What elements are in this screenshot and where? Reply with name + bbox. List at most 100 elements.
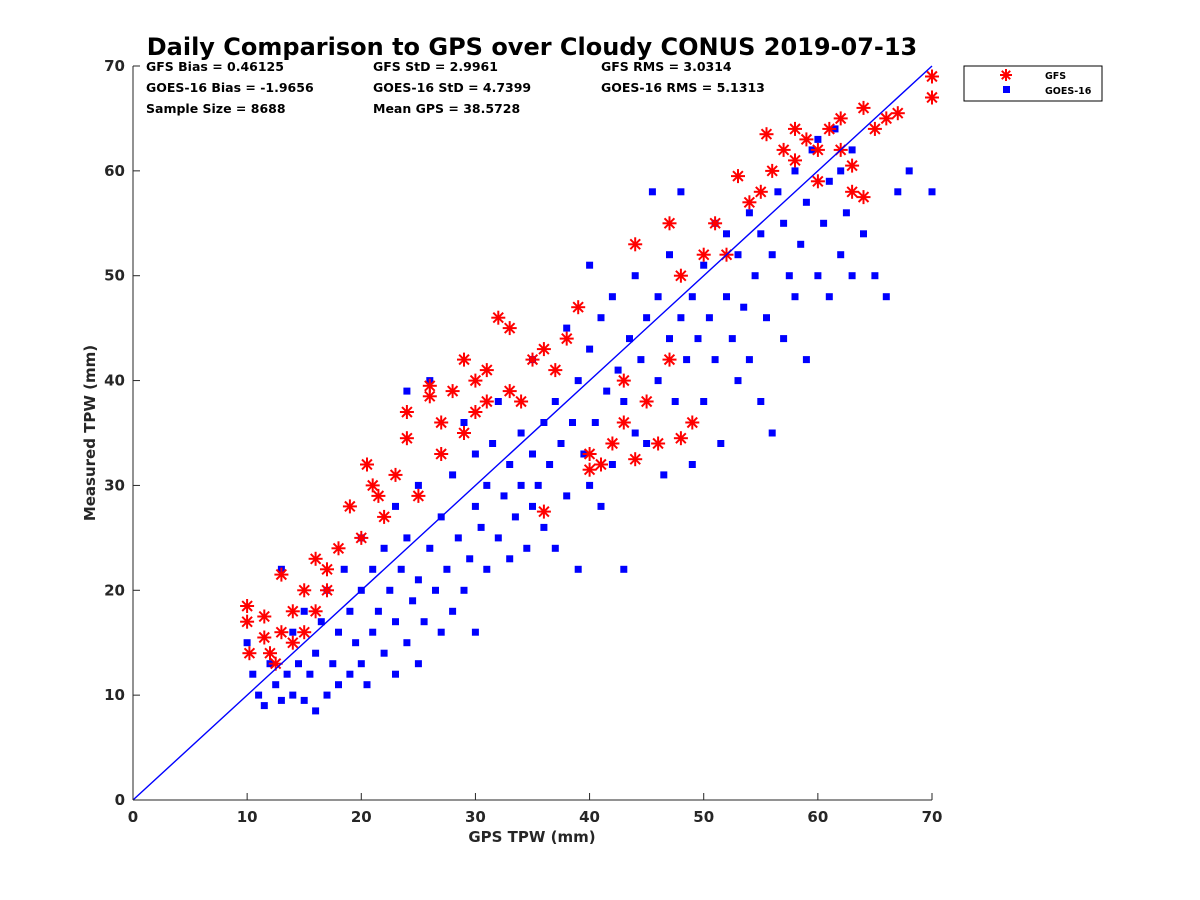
goes16-point — [603, 387, 611, 395]
goes16-point — [597, 314, 605, 322]
goes16-point — [494, 398, 502, 405]
goes16-point — [905, 167, 913, 175]
gfs-point — [536, 504, 551, 519]
goes16-point — [369, 565, 377, 573]
gfs-point — [411, 488, 426, 503]
gfs-point — [856, 190, 871, 205]
gfs-point — [514, 394, 529, 409]
goes16-point — [306, 670, 314, 678]
goes16-point — [677, 314, 685, 322]
goes16-point — [357, 660, 365, 668]
goes16-point — [797, 240, 805, 248]
goes16-point — [289, 628, 297, 636]
goes16-point — [757, 230, 765, 238]
goes16-point — [483, 481, 491, 489]
goes16-point — [802, 198, 810, 206]
goes16-point — [392, 502, 399, 510]
gfs-point — [582, 447, 597, 461]
goes16-point — [842, 209, 850, 217]
gfs-point — [536, 342, 551, 357]
stat-goes-rms: GOES-16 RMS = 5.1313 — [601, 80, 765, 95]
goes16-point — [243, 639, 251, 647]
goes16-point — [666, 335, 673, 343]
gfs-point — [457, 426, 471, 440]
goes16-point — [814, 135, 822, 143]
goes16-point — [523, 544, 531, 552]
goes16-point — [255, 691, 263, 699]
goes16-point — [597, 502, 605, 510]
goes16-point — [791, 167, 799, 175]
goes16-point — [546, 461, 554, 468]
stat-goes-std: GOES-16 StD = 4.7399 — [373, 80, 531, 95]
goes16-point — [751, 272, 759, 280]
goes16-point — [363, 681, 371, 689]
gfs-point — [776, 142, 791, 157]
goes16-point — [432, 586, 439, 594]
goes16-point — [837, 251, 845, 259]
goes16-point — [300, 607, 308, 615]
gfs-point — [285, 635, 300, 650]
goes16-point — [626, 335, 633, 343]
goes16-point — [517, 481, 525, 489]
goes16-point — [740, 303, 748, 311]
gfs-point — [833, 111, 848, 126]
goes16-point — [643, 440, 651, 447]
x-axis-label: GPS TPW (mm) — [468, 828, 595, 846]
x-tick-label: 70 — [922, 808, 943, 826]
goes16-point — [295, 660, 302, 668]
gfs-point — [890, 106, 905, 121]
chart-title: Daily Comparison to GPS over Cloudy CONU… — [147, 33, 918, 61]
goes16-point — [700, 261, 708, 269]
goes16-point — [380, 649, 388, 657]
y-tick-label: 20 — [104, 581, 125, 599]
goes16-point — [569, 419, 576, 426]
gfs-point — [759, 127, 774, 142]
goes16-point — [791, 293, 799, 301]
goes16-point — [449, 607, 457, 615]
stats-block: GFS Bias = 0.46125 GFS StD = 2.9961 GFS … — [146, 59, 765, 116]
x-tick-label: 30 — [465, 808, 486, 826]
goes16-point — [551, 544, 559, 552]
gfs-point — [257, 630, 272, 645]
goes16-point — [711, 356, 719, 364]
gfs-point — [342, 499, 357, 514]
gfs-point — [399, 431, 414, 446]
goes16-point — [825, 293, 833, 301]
legend-gfs-marker — [1000, 69, 1012, 81]
goes16-point — [928, 188, 936, 196]
goes16-point — [586, 481, 594, 489]
gfs-point — [377, 509, 392, 524]
one-to-one-line — [132, 65, 933, 801]
goes16-point — [335, 628, 342, 636]
goes16-point — [517, 429, 525, 437]
legend: GFS GOES-16 — [963, 65, 1103, 102]
goes16-point — [317, 618, 325, 626]
goes16-point — [386, 586, 394, 594]
goes16-point — [506, 555, 514, 563]
goes16-point — [643, 314, 651, 322]
goes16-point — [774, 188, 782, 196]
gfs-point — [810, 174, 825, 189]
gfs-point — [742, 195, 757, 210]
goes16-point — [825, 177, 833, 185]
gfs-point — [320, 583, 334, 598]
goes16-point — [403, 639, 411, 647]
gfs-point — [810, 142, 825, 157]
goes16-point — [403, 534, 411, 542]
gfs-point — [696, 247, 711, 262]
goes16-point — [312, 707, 320, 715]
goes16-point — [500, 492, 508, 500]
goes16-point — [677, 188, 685, 196]
goes16-point — [631, 429, 639, 437]
goes16-point — [540, 523, 548, 531]
gfs-point — [845, 158, 860, 173]
y-tick-label: 70 — [104, 57, 125, 75]
gfs-point — [457, 352, 471, 367]
goes16-point — [477, 523, 485, 531]
gfs-point — [605, 436, 620, 451]
gfs-point — [799, 132, 814, 147]
goes16-point — [466, 555, 474, 563]
gfs-point — [479, 394, 494, 409]
y-tick-label: 40 — [104, 372, 125, 390]
gfs-point — [365, 478, 380, 493]
